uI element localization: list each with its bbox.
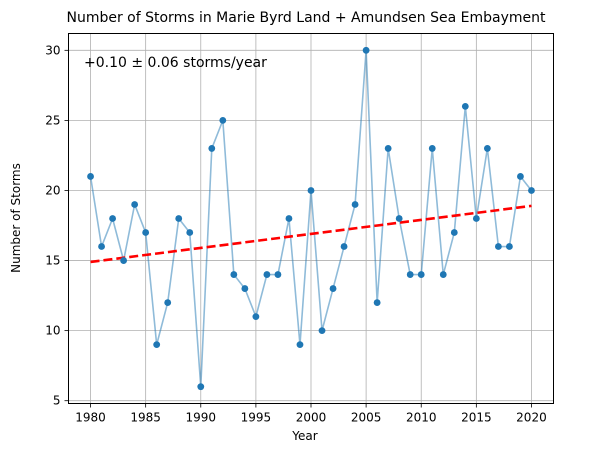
y-tick-label: 10 [45, 324, 60, 338]
data-point [109, 215, 116, 222]
x-tick-label: 2005 [351, 411, 382, 425]
x-tick-label: 2010 [406, 411, 437, 425]
x-tick-label: 2015 [461, 411, 492, 425]
x-axis-title: Year [291, 429, 317, 443]
data-point [131, 201, 139, 208]
data-point [362, 46, 370, 54]
data-point [483, 145, 491, 152]
data-point [439, 271, 447, 278]
data-point [329, 285, 337, 292]
chart-title: Number of Storms in Marie Byrd Land + Am… [66, 10, 546, 26]
y-tick-label: 30 [45, 43, 60, 57]
data-point [428, 145, 436, 152]
data-point [395, 215, 403, 222]
data-point [461, 102, 469, 110]
data-point [373, 299, 381, 306]
data-point [472, 215, 480, 222]
x-tick-label: 1985 [130, 411, 161, 425]
data-point [230, 271, 238, 278]
data-point [406, 271, 414, 278]
x-tick-label: 1990 [185, 411, 216, 425]
x-tick-label: 2020 [516, 411, 547, 425]
x-tick-label: 1995 [241, 411, 272, 425]
plot-frame [68, 33, 554, 404]
data-point [274, 271, 282, 278]
y-tick-label: 25 [45, 113, 60, 127]
data-point [208, 145, 216, 152]
data-point [417, 271, 425, 278]
data-point [340, 243, 348, 250]
data-point [252, 313, 260, 321]
data-point [219, 116, 227, 124]
data-point [120, 257, 128, 264]
axes-layer: 1980 1985 1990 1995 2000 2005 2010 2015 2020 5 10 1… [45, 43, 547, 424]
y-tick-label: 5 [53, 394, 61, 408]
data-point [175, 215, 183, 222]
y-tick-label: 15 [45, 254, 60, 268]
data-point [186, 229, 194, 236]
grid-layer [68, 33, 554, 404]
trend-annotation: +0.10 ± 0.06 storms/year [84, 55, 267, 71]
data-point [384, 145, 392, 152]
data-point [351, 201, 359, 208]
data-point [528, 187, 535, 194]
data-point [296, 341, 304, 349]
data-point [450, 229, 458, 236]
trend-line [90, 204, 532, 264]
data-point [318, 327, 326, 335]
data-point [263, 271, 271, 278]
x-tick-label: 1980 [75, 411, 106, 425]
y-axis-title: Number of Storms [9, 163, 23, 273]
data-point [87, 173, 94, 180]
data-point [506, 243, 513, 250]
data-point [241, 285, 249, 292]
y-tick-label: 20 [45, 183, 60, 197]
data-point [285, 215, 293, 222]
data-point [153, 341, 161, 349]
data-point [197, 383, 205, 391]
data-point [307, 187, 315, 194]
data-point [164, 299, 172, 306]
data-point [142, 229, 150, 236]
data-point [98, 243, 105, 250]
data-point [494, 243, 502, 250]
x-tick-label: 2000 [296, 411, 327, 425]
data-layer [87, 46, 535, 391]
data-point [517, 173, 524, 180]
